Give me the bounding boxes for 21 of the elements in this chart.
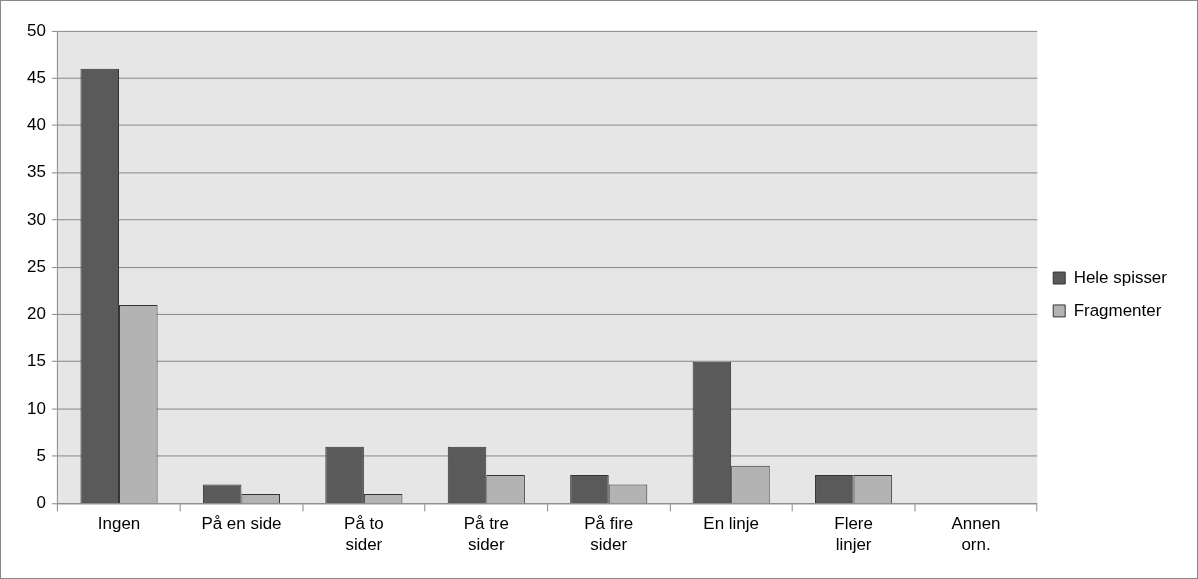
y-tick-label: 35 (26, 162, 46, 182)
y-tick-label: 40 (26, 115, 46, 135)
y-tick-label: 5 (36, 445, 46, 465)
y-tick-label: 50 (26, 20, 46, 40)
y-tick-label: 0 (36, 493, 46, 513)
legend-label: Fragmenter (1073, 300, 1162, 320)
y-tick-label: 30 (26, 209, 46, 229)
x-tick-label: På en side (201, 514, 282, 534)
x-tick-label: En linje (703, 514, 759, 534)
y-tick-label: 25 (26, 256, 46, 276)
y-tick-label: 20 (26, 304, 46, 324)
y-tick-label: 15 (26, 351, 46, 371)
legend-label: Hele spisser (1073, 267, 1168, 287)
x-tick-label: På fire sider (584, 514, 634, 554)
x-tick-label: Flere linjer (834, 514, 873, 554)
x-tick-label: På tre sider (463, 514, 509, 554)
y-tick-label: 45 (26, 67, 46, 87)
x-tick-label: På to sider (344, 514, 384, 554)
x-tick-label: Ingen (97, 514, 141, 534)
y-tick-label: 10 (26, 398, 46, 418)
x-tick-label: Annen orn. (951, 514, 1001, 554)
